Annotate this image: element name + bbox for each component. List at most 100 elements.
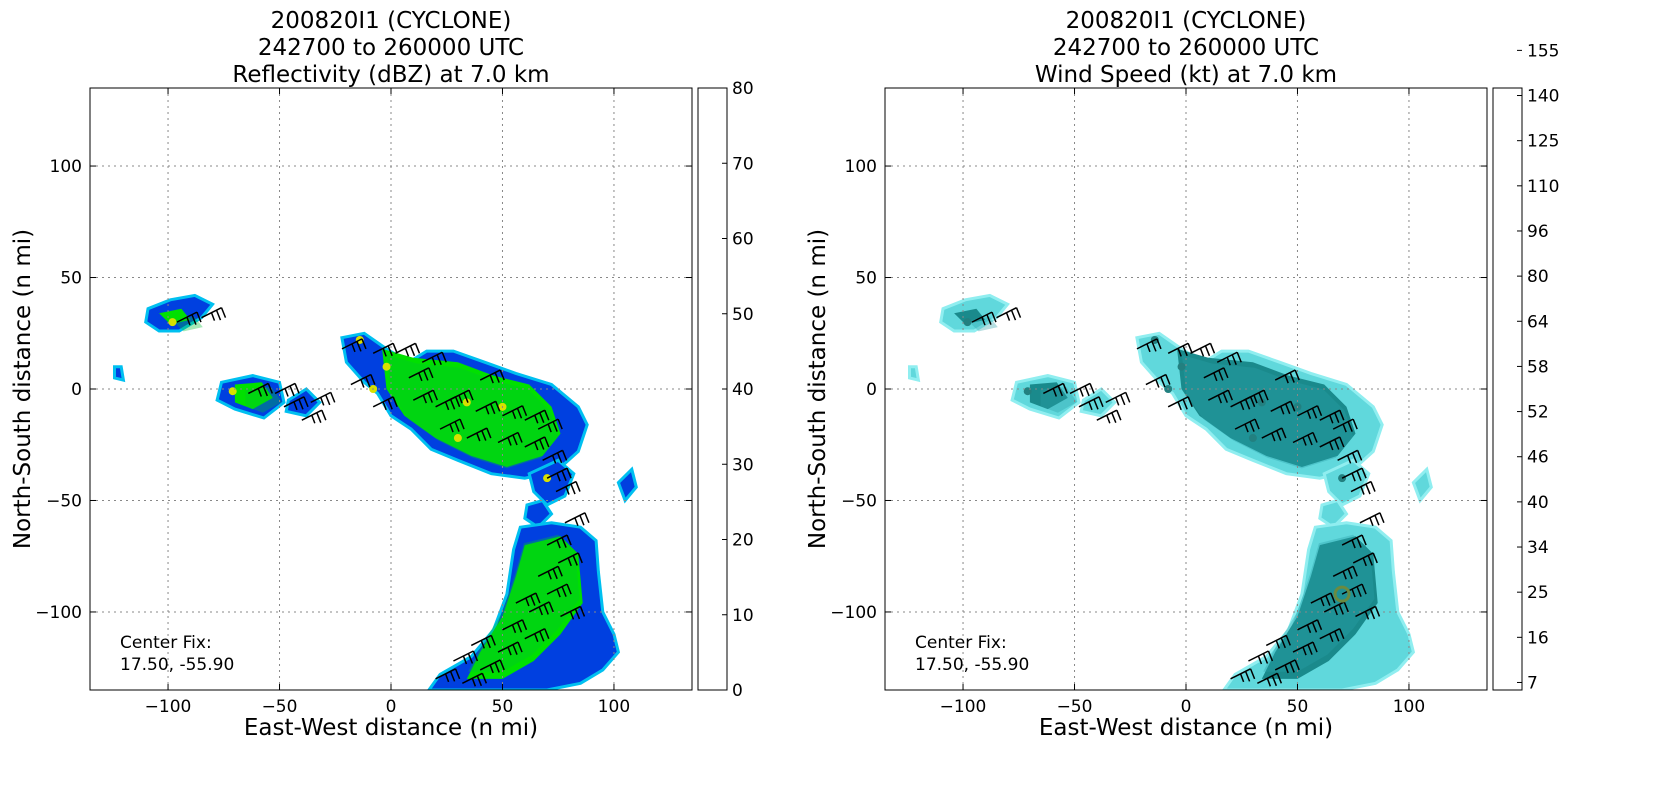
wind-barb xyxy=(372,396,398,411)
wind-barb xyxy=(448,389,474,404)
colorbar-tick-label: 30 xyxy=(732,455,754,475)
echo-peak xyxy=(1023,387,1032,396)
colorbar-tick-label: 60 xyxy=(732,230,754,250)
wind-barb xyxy=(1297,405,1323,420)
wind-barb xyxy=(1319,409,1345,424)
y-tick-label: 100 xyxy=(50,157,82,177)
echo-region xyxy=(113,365,126,383)
wind-barb xyxy=(502,405,528,420)
wind-barb xyxy=(1069,382,1095,397)
wind-barb xyxy=(1350,480,1376,495)
echo-peak xyxy=(1257,398,1266,407)
colorbar-tick-label: 40 xyxy=(1527,493,1549,513)
y-tick-label: −100 xyxy=(830,603,877,623)
wind-barb xyxy=(542,449,568,464)
y-axis-label: North-South distance (n mi) xyxy=(10,229,36,549)
panel-2: 200820I1 (CYCLONE)242700 to 260000 UTCWi… xyxy=(805,8,1559,741)
wind-barb xyxy=(546,534,572,549)
wind-barb xyxy=(497,641,523,656)
colorbar-frame xyxy=(1492,87,1523,691)
colorbar-tick-label: 0 xyxy=(732,681,743,701)
echo-core-region xyxy=(954,308,986,325)
wind-barb xyxy=(462,672,488,687)
colorbar-tick-label: 140 xyxy=(1527,87,1559,107)
wind-barb xyxy=(247,382,274,397)
y-tick-label: −50 xyxy=(46,491,82,511)
wind-barb xyxy=(1230,668,1256,683)
echo-region xyxy=(523,498,554,530)
wind-barb xyxy=(1145,373,1171,388)
echo-peak xyxy=(1177,362,1186,371)
wind-barb xyxy=(497,431,523,446)
colorbar-tick-label: 155 xyxy=(1527,41,1559,61)
wind-barb xyxy=(1352,552,1378,567)
wind-barb xyxy=(1234,418,1260,433)
wind-barb xyxy=(560,605,586,620)
wind-barb xyxy=(1341,583,1367,598)
colorbar-tick-label: 52 xyxy=(1527,403,1549,423)
echo-core-region xyxy=(1029,382,1068,410)
wind-barb xyxy=(479,369,505,384)
wind-barb xyxy=(502,619,528,634)
wind-barb xyxy=(1257,672,1283,687)
wind-barb xyxy=(1292,431,1318,446)
x-tick-label: 100 xyxy=(598,697,630,717)
wind-barb xyxy=(971,311,997,326)
wind-barbs xyxy=(971,306,1385,687)
chart-title-line: 200820I1 (CYCLONE) xyxy=(1066,8,1307,34)
wind-barb xyxy=(1319,436,1345,451)
wind-barb xyxy=(1261,427,1287,442)
x-tick-label: 0 xyxy=(386,697,397,717)
wind-barb xyxy=(453,650,479,665)
wind-barb xyxy=(1359,512,1385,527)
wind-barb xyxy=(1167,342,1193,357)
echo-peak xyxy=(462,398,471,407)
wind-barb xyxy=(1319,628,1345,642)
colorbar: 7 16 25 34 40 46 52 58 64 80 96 110 125 140 155 xyxy=(1492,41,1559,693)
wind-barb xyxy=(555,480,581,495)
echo-region xyxy=(1411,466,1433,504)
colorbar-tick-label: 20 xyxy=(732,531,754,551)
echo-region xyxy=(908,365,921,383)
wind-barb xyxy=(408,367,434,382)
wind-barb xyxy=(1203,367,1229,382)
wind-barb xyxy=(1042,382,1068,397)
wind-barb xyxy=(1136,338,1162,353)
colorbar-tick-label: 46 xyxy=(1527,448,1549,468)
echo-texture xyxy=(1040,387,1077,413)
wind-barb xyxy=(1341,534,1367,549)
y-tick-label: −100 xyxy=(35,603,82,623)
wind-barb xyxy=(421,351,447,366)
wind-barb xyxy=(274,382,300,397)
y-tick-label: −50 xyxy=(841,491,877,511)
x-tick-label: 100 xyxy=(1393,697,1425,717)
wind-barb xyxy=(557,552,583,567)
colorbar-tick-label: 96 xyxy=(1527,222,1549,242)
colorbar-tick-label: 50 xyxy=(732,305,754,325)
chart-title-line: 242700 to 260000 UTC xyxy=(258,35,524,61)
wind-barb xyxy=(537,565,563,580)
echo-peak xyxy=(168,318,177,327)
wind-barb xyxy=(1297,619,1323,634)
x-tick-label: 0 xyxy=(1181,697,1192,717)
wind-barb xyxy=(1190,342,1216,357)
center-marker xyxy=(1333,585,1351,603)
wind-barb xyxy=(524,628,550,642)
x-tick-label: −100 xyxy=(145,697,192,717)
y-axis-label: North-South distance (n mi) xyxy=(805,229,831,549)
chart-title-line: Wind Speed (kt) at 7.0 km xyxy=(1035,62,1337,88)
wind-barb xyxy=(439,418,465,433)
wind-barb xyxy=(546,467,572,482)
colorbar-tick-label: 7 xyxy=(1527,673,1538,693)
wind-barb xyxy=(1096,409,1122,424)
wind-barb xyxy=(395,342,421,357)
x-tick-label: 50 xyxy=(1287,697,1309,717)
wind-barb xyxy=(1265,634,1291,649)
panel-1: 200820I1 (CYCLONE)242700 to 260000 UTCRe… xyxy=(10,8,754,741)
x-axis-label: East-West distance (n mi) xyxy=(1039,715,1333,741)
echo-core-region xyxy=(159,308,191,325)
wind-barb xyxy=(1167,396,1193,411)
wind-barb xyxy=(528,601,554,616)
